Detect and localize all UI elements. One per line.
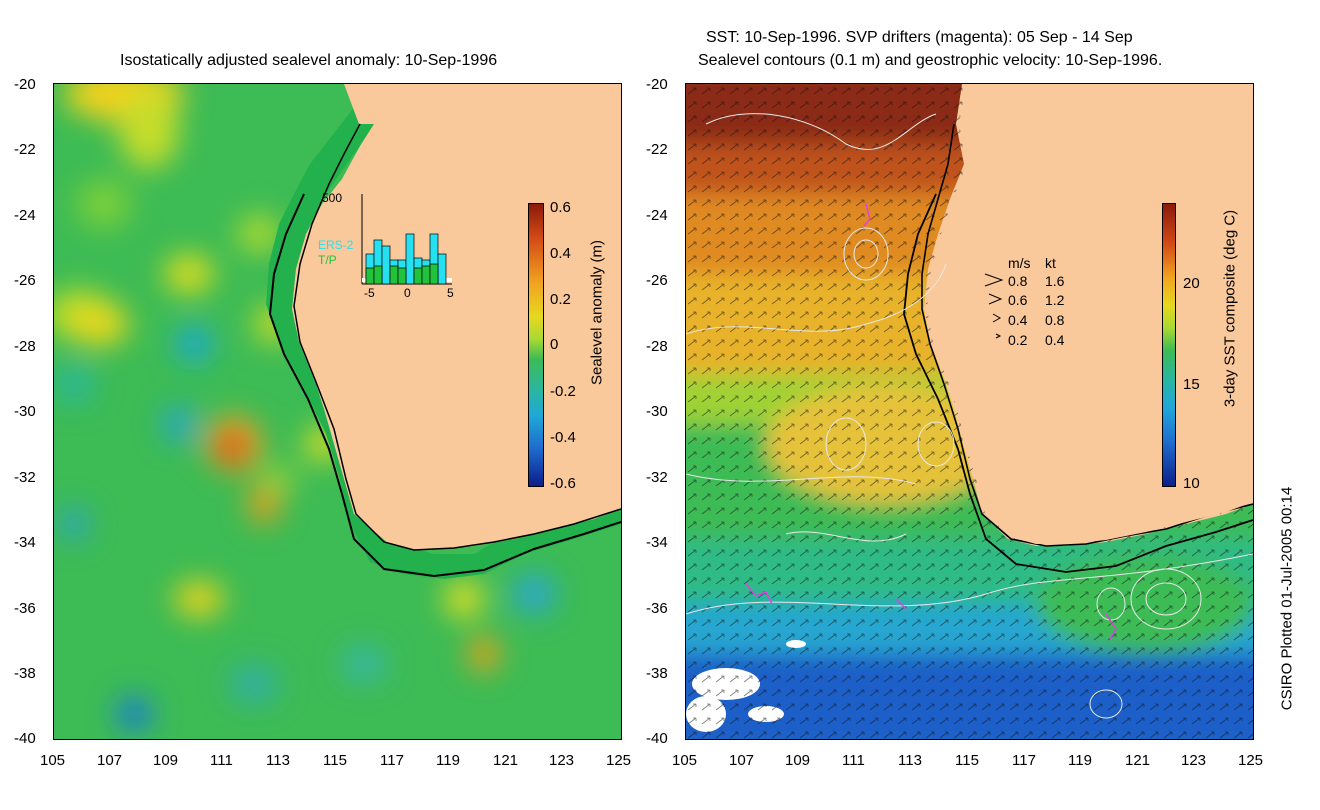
right-y-tick: -32 [646, 469, 668, 486]
velocity-legend-ms: 0.4 [1008, 312, 1028, 328]
left-y-tick: -22 [14, 141, 36, 158]
left-x-tick: 113 [266, 752, 290, 769]
right-x-tick: 109 [785, 752, 811, 769]
plot-credit: CSIRO Plotted 01-Jul-2005 00:14 [1278, 486, 1296, 711]
right-x-tick: 113 [898, 752, 922, 769]
sealevel-colorbar-tick: 0.4 [550, 245, 571, 262]
velocity-legend-kt: 0.4 [1045, 332, 1065, 348]
left-y-tick: -32 [14, 469, 36, 486]
inset-xtick: -5 [364, 286, 375, 300]
inset-ymax-label: 500 [322, 191, 343, 205]
inset-xtick: 0 [404, 286, 411, 300]
right-y-tick: -36 [646, 600, 668, 617]
left-y-tick: -40 [14, 730, 36, 747]
sealevel-colorbar-tick: 0.2 [550, 291, 571, 308]
sealevel-colorbar-tick: -0.4 [550, 429, 576, 446]
sst-colorbar-tick: 10 [1183, 475, 1200, 492]
left-y-tick: -38 [14, 665, 36, 682]
right-map-frame [685, 83, 1254, 740]
left-y-tick: -24 [14, 207, 36, 224]
right-x-tick: 105 [672, 752, 698, 769]
sealevel-colorbar [528, 203, 544, 487]
right-y-tick: -34 [646, 534, 668, 551]
sealevel-colorbar-tick: 0.6 [550, 199, 571, 216]
left-x-tick: 111 [210, 752, 233, 769]
velocity-legend-ms: 0.2 [1008, 332, 1028, 348]
velocity-legend-kt: 1.2 [1045, 292, 1065, 308]
left-x-tick: 123 [549, 752, 575, 769]
right-x-tick: 125 [1238, 752, 1264, 769]
left-y-tick: -36 [14, 600, 36, 617]
left-x-tick: 119 [436, 752, 460, 769]
left-x-tick: 125 [606, 752, 632, 769]
velocity-legend-header-ms: m/s [1008, 255, 1031, 271]
left-y-tick: -30 [14, 403, 36, 420]
right-panel-title-line2: Sealevel contours (0.1 m) and geostrophi… [698, 52, 1163, 69]
left-y-tick: -34 [14, 534, 36, 551]
left-panel-title: Isostatically adjusted sealevel anomaly:… [120, 52, 498, 69]
left-y-tick: -28 [14, 338, 36, 355]
right-y-tick: -22 [646, 141, 668, 158]
right-x-tick: 119 [1068, 752, 1092, 769]
sealevel-colorbar-label: Sealevel anomaly (m) [588, 239, 606, 386]
right-y-tick: -30 [646, 403, 668, 420]
right-x-tick: 121 [1125, 752, 1151, 769]
left-y-tick: -20 [14, 76, 36, 93]
right-y-tick: -20 [646, 76, 668, 93]
inset-histogram [361, 194, 452, 285]
inset-series-ers2: ERS-2 [318, 238, 354, 252]
velocity-legend-header-kt: kt [1045, 255, 1056, 271]
right-x-tick: 123 [1181, 752, 1207, 769]
left-x-tick: 117 [380, 752, 404, 769]
sst-colorbar [1162, 203, 1176, 487]
right-panel-title-line1: SST: 10-Sep-1996. SVP drifters (magenta)… [706, 29, 1133, 46]
velocity-legend-ms: 0.8 [1008, 273, 1028, 289]
left-x-tick: 105 [40, 752, 66, 769]
right-x-tick: 115 [955, 752, 979, 769]
left-x-tick: 109 [153, 752, 179, 769]
right-x-tick: 117 [1012, 752, 1036, 769]
velocity-legend-kt: 1.6 [1045, 273, 1065, 289]
left-x-tick: 115 [323, 752, 347, 769]
right-x-tick: 111 [842, 752, 865, 769]
sealevel-colorbar-tick: -0.2 [550, 383, 576, 400]
left-x-tick: 107 [97, 752, 123, 769]
velocity-legend-kt: 0.8 [1045, 312, 1065, 328]
right-x-tick: 107 [729, 752, 755, 769]
right-y-tick: -24 [646, 207, 668, 224]
inset-series-tp: T/P [318, 253, 337, 267]
velocity-legend-ms: 0.6 [1008, 292, 1028, 308]
right-y-tick: -28 [646, 338, 668, 355]
right-y-tick: -38 [646, 665, 668, 682]
right-y-tick: -40 [646, 730, 668, 747]
velocity-legend-arrows [984, 273, 1004, 339]
sealevel-colorbar-tick: -0.6 [550, 475, 576, 492]
sst-colorbar-label: 3-day SST composite (deg C) [1221, 209, 1239, 408]
right-y-tick: -26 [646, 272, 668, 289]
left-y-tick: -26 [14, 272, 36, 289]
sealevel-colorbar-tick: 0 [550, 336, 559, 353]
sst-colorbar-tick: 20 [1183, 275, 1200, 292]
sst-colorbar-tick: 15 [1183, 376, 1200, 393]
inset-xtick: 5 [447, 286, 454, 300]
left-x-tick: 121 [493, 752, 519, 769]
left-map-frame [53, 83, 622, 740]
